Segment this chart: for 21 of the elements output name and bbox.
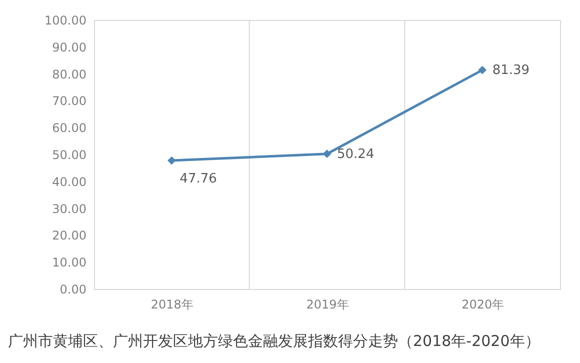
x-tick-label: 2020年 [462,298,504,312]
y-tick-label: 50.00 [52,148,86,162]
y-tick-label: 20.00 [52,228,86,243]
data-label: 50.24 [337,146,374,162]
point [322,150,332,158]
text: 广州市黄埔区、广州开发区地方绿色金融发展指数得分走势（2018年-2020年） [8,332,540,350]
y-tick-label: 10.00 [52,256,86,270]
y-tick-label: 0.00 [60,282,86,296]
point [167,156,176,165]
data-label: 81.39 [492,63,530,78]
point [478,66,487,74]
x-tick-label: 2018年 [150,298,194,312]
data-label: 47.76 [180,172,217,187]
y-tick-label: 60.00 [52,121,86,136]
x-tick-label: 2019年 [306,298,349,312]
y-tick-label: 70.00 [52,94,86,108]
y-tick-label: 100.00 [44,14,86,28]
y-tick-label: 80.00 [52,67,86,82]
y-tick-label: 90.00 [52,40,86,54]
y-tick-label: 40.00 [52,174,86,189]
y-tick-label: 30.00 [52,202,86,216]
